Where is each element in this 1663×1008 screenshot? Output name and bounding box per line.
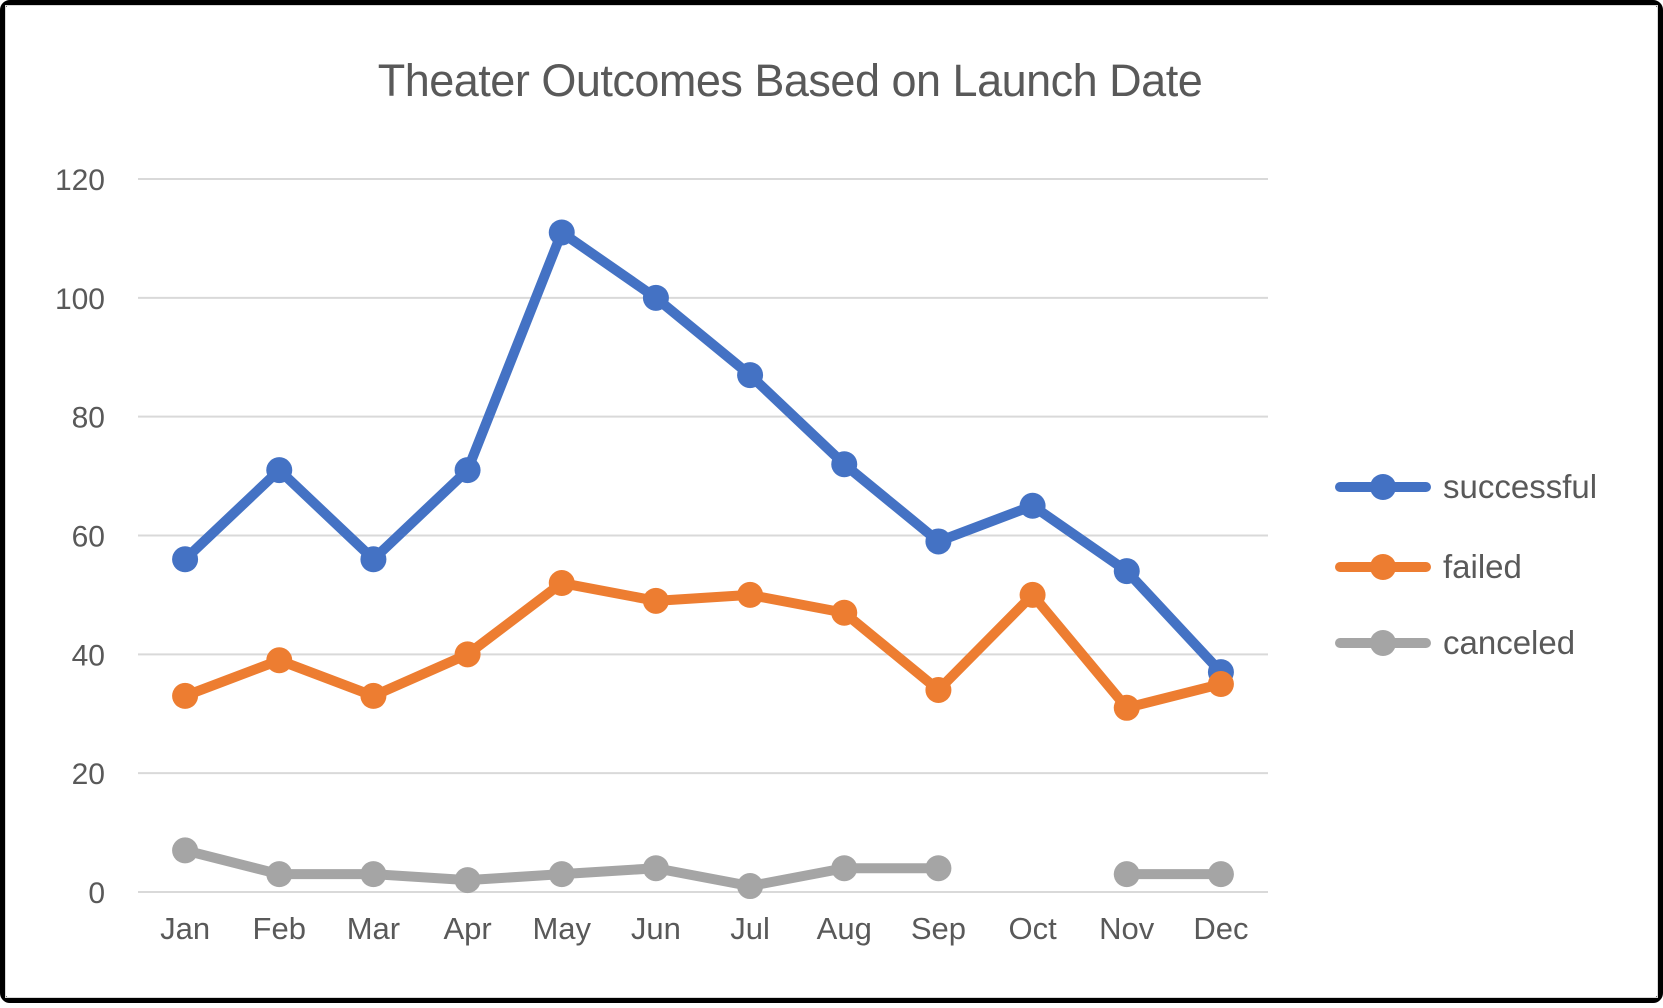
legend-marker-failed-icon (1335, 554, 1431, 580)
data-point-failed-Sep (925, 676, 952, 703)
data-point-failed-May (548, 570, 575, 597)
x-axis-tick-label-May: May (532, 911, 591, 946)
data-point-failed-Aug (831, 599, 858, 626)
x-axis-tick-label-Jun: Jun (631, 911, 681, 946)
data-point-successful-Oct (1019, 492, 1046, 519)
x-axis-tick-label-Aug: Aug (817, 911, 872, 946)
y-axis-tick-label-40: 40 (72, 639, 105, 672)
legend-marker-successful-icon (1335, 474, 1431, 500)
y-axis-tick-label-80: 80 (72, 402, 105, 435)
data-point-successful-Jun (642, 284, 669, 311)
data-point-failed-Dec (1207, 671, 1234, 698)
data-point-failed-Apr (454, 641, 481, 668)
y-axis-tick-label-120: 120 (55, 164, 105, 197)
data-point-successful-Mar (360, 546, 387, 573)
y-axis-tick-label-60: 60 (72, 521, 105, 554)
data-point-failed-Jun (642, 587, 669, 614)
x-axis-tick-label-Jul: Jul (730, 911, 770, 946)
data-point-canceled-Aug (831, 855, 858, 882)
series-failed-line (180, 578, 1226, 713)
data-point-canceled-Jan (172, 837, 199, 864)
data-point-canceled-May (548, 861, 575, 888)
legend-dot-successful (1370, 474, 1396, 500)
data-point-successful-Apr (454, 457, 481, 484)
legend-label-canceled: canceled (1443, 624, 1576, 661)
chart-title: Theater Outcomes Based on Launch Date (377, 55, 1203, 106)
legend-dot-canceled (1370, 630, 1396, 656)
data-point-canceled-Dec (1207, 861, 1234, 888)
legend-label-failed: failed (1443, 548, 1522, 585)
data-point-failed-Jan (172, 682, 199, 709)
x-axis-tick-label-Sep: Sep (911, 911, 966, 946)
data-point-successful-Sep (925, 528, 952, 555)
x-axis-tick-label-Feb: Feb (253, 911, 306, 946)
legend-dot-failed (1370, 554, 1396, 580)
data-point-canceled-Jun (642, 855, 669, 882)
y-axis-tick-label-100: 100 (55, 283, 105, 316)
line-chart: 0 20 40 60 80 100 120 Jan Feb Mar Apr May Jun Jul Aug S… (55, 164, 1268, 946)
legend-label-successful: successful (1443, 468, 1598, 505)
data-point-canceled-Apr (454, 867, 481, 894)
data-point-successful-May (548, 219, 575, 246)
x-axis-tick-label-Mar: Mar (347, 911, 400, 946)
data-point-successful-Feb (266, 457, 293, 484)
x-axis-tick-label-Oct: Oct (1008, 911, 1057, 946)
data-point-failed-Nov (1113, 694, 1140, 721)
data-point-successful-Nov (1113, 558, 1140, 585)
data-point-canceled-Jul (737, 873, 764, 900)
x-axis-tick-label-Dec: Dec (1193, 911, 1248, 946)
series-successful-line (180, 227, 1226, 678)
data-point-successful-Jul (737, 362, 764, 389)
data-point-failed-Mar (360, 682, 387, 709)
legend-item-successful: successful (1335, 468, 1598, 505)
legend-item-failed: failed (1335, 548, 1522, 585)
data-point-canceled-Sep (925, 855, 952, 882)
legend-item-canceled: canceled (1335, 624, 1576, 661)
data-point-failed-Jul (737, 581, 764, 608)
legend-marker-canceled-icon (1335, 630, 1431, 656)
x-axis-tick-label-Apr: Apr (443, 911, 491, 946)
data-point-canceled-Mar (360, 861, 387, 888)
y-axis-tick-label-0: 0 (88, 877, 105, 910)
data-point-canceled-Nov (1113, 861, 1140, 888)
data-point-canceled-Feb (266, 861, 293, 888)
y-axis-tick-label-20: 20 (72, 758, 105, 791)
x-axis-tick-label-Jan: Jan (160, 911, 210, 946)
data-point-failed-Oct (1019, 581, 1046, 608)
data-point-successful-Aug (831, 451, 858, 478)
data-point-failed-Feb (266, 647, 293, 674)
data-point-successful-Jan (172, 546, 199, 573)
x-axis-tick-label-Nov: Nov (1099, 911, 1155, 946)
